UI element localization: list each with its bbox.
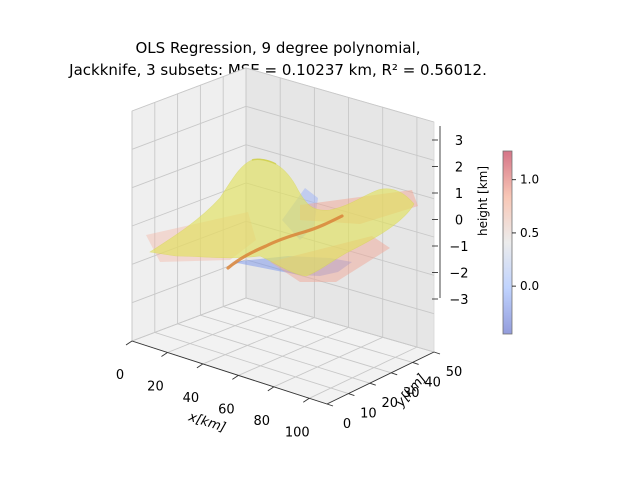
y-axis-label: y[km] [393,371,430,411]
y-tick-label: 40 [424,375,441,390]
y-tick [326,403,334,407]
y-tick-label: 30 [403,386,420,401]
x-tick [161,352,168,357]
y-tick-label: 50 [446,365,463,380]
chart-title-line-2: Jackknife, 3 subsets: MSE = 0.10237 km, … [69,61,487,79]
x-tick-label: 80 [254,414,271,429]
x-tick-label: 0 [116,368,124,383]
y-tick [391,372,398,376]
x-tick-label: 60 [218,402,235,417]
colorbar: 0.0 0.5 1.0 height [km] [476,150,539,335]
grid-line-z [131,144,435,200]
y-axis-line [326,351,435,405]
x-axis-line [131,340,328,405]
y-tick-label: 10 [360,407,377,422]
z-tick-label: −1 [449,240,468,255]
colorbar-tick-label: 1.0 [520,173,539,187]
z-tick-label: 3 [455,134,463,149]
surface-peak-edge [251,158,277,165]
x-tick [125,340,133,346]
axis-grid [131,67,435,405]
z-tick-label: 2 [455,161,463,176]
x-tick-label: 100 [285,425,310,440]
surfaces [146,158,418,282]
y-tick [412,361,419,365]
z-tick-label: 0 [455,214,463,229]
fitted-surface [149,158,415,277]
y-tick-label: 20 [382,396,399,411]
z-tick-label: 1 [455,187,463,202]
grid-line-z [131,259,435,315]
y-tick [433,351,441,355]
grid-line-z [131,67,435,123]
x-tick [196,363,204,369]
colorbar-tick-label: 0.5 [520,226,539,240]
grid-line-z [131,297,435,353]
y-tick [348,393,355,397]
x-tick-label: 40 [183,391,200,406]
colorbar-gradient [502,150,513,335]
y-tick-label: 0 [343,417,351,432]
x-tick [267,386,275,392]
chart-title-line-1: OLS Regression, 9 degree polynomial, [135,39,421,57]
x-tick [303,397,310,403]
colorbar-label: height [km] [476,166,490,236]
x-tick [232,374,239,380]
z-tick-label: −3 [449,293,468,308]
colorbar-tick-label: 0.0 [520,279,539,293]
grid-line-z [131,105,435,161]
terrain-ridge [226,214,344,270]
y-tick [369,382,376,386]
z-tick-label: −2 [449,267,468,282]
x-tick-label: 20 [147,379,164,394]
